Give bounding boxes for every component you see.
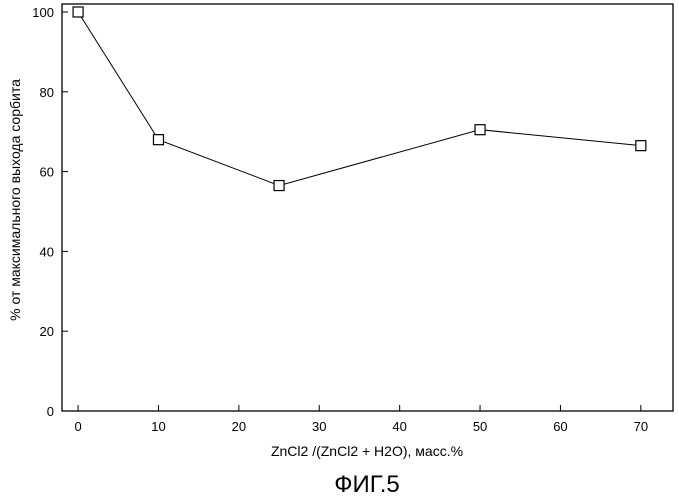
x-tick-label: 40: [392, 419, 406, 434]
ticks: 0 10 20 30 40 50 60 70 0 20 40 60 80 100: [32, 5, 648, 434]
x-tick-label: 20: [232, 419, 246, 434]
data-point-marker: [635, 140, 647, 152]
data-series: [72, 6, 647, 192]
data-point-marker: [273, 179, 285, 192]
y-tick-label: 0: [47, 404, 54, 419]
figure-caption: ФИГ.5: [334, 471, 400, 498]
x-tick-label: 60: [553, 419, 567, 434]
x-tick-label: 30: [312, 419, 326, 434]
y-tick-label: 100: [32, 5, 54, 20]
x-tick-label: 70: [634, 419, 648, 434]
y-tick-label: 80: [40, 85, 54, 100]
series-line: [77, 11, 641, 187]
y-tick-label: 20: [40, 324, 54, 339]
data-point-marker: [72, 6, 84, 18]
data-point-marker: [474, 124, 486, 136]
y-tick-label: 40: [40, 244, 54, 259]
x-tick-label: 10: [151, 419, 165, 434]
y-axis-title: % от максимального выхода сорбита: [7, 79, 23, 321]
y-tick-label: 60: [40, 165, 54, 180]
plot-frame: [61, 3, 674, 412]
data-point-marker: [152, 134, 165, 146]
x-tick-label: 0: [74, 419, 81, 434]
x-tick-label: 50: [473, 419, 487, 434]
x-axis-title: ZnCl2 /(ZnCl2 + H2O), масс.%: [271, 443, 463, 459]
